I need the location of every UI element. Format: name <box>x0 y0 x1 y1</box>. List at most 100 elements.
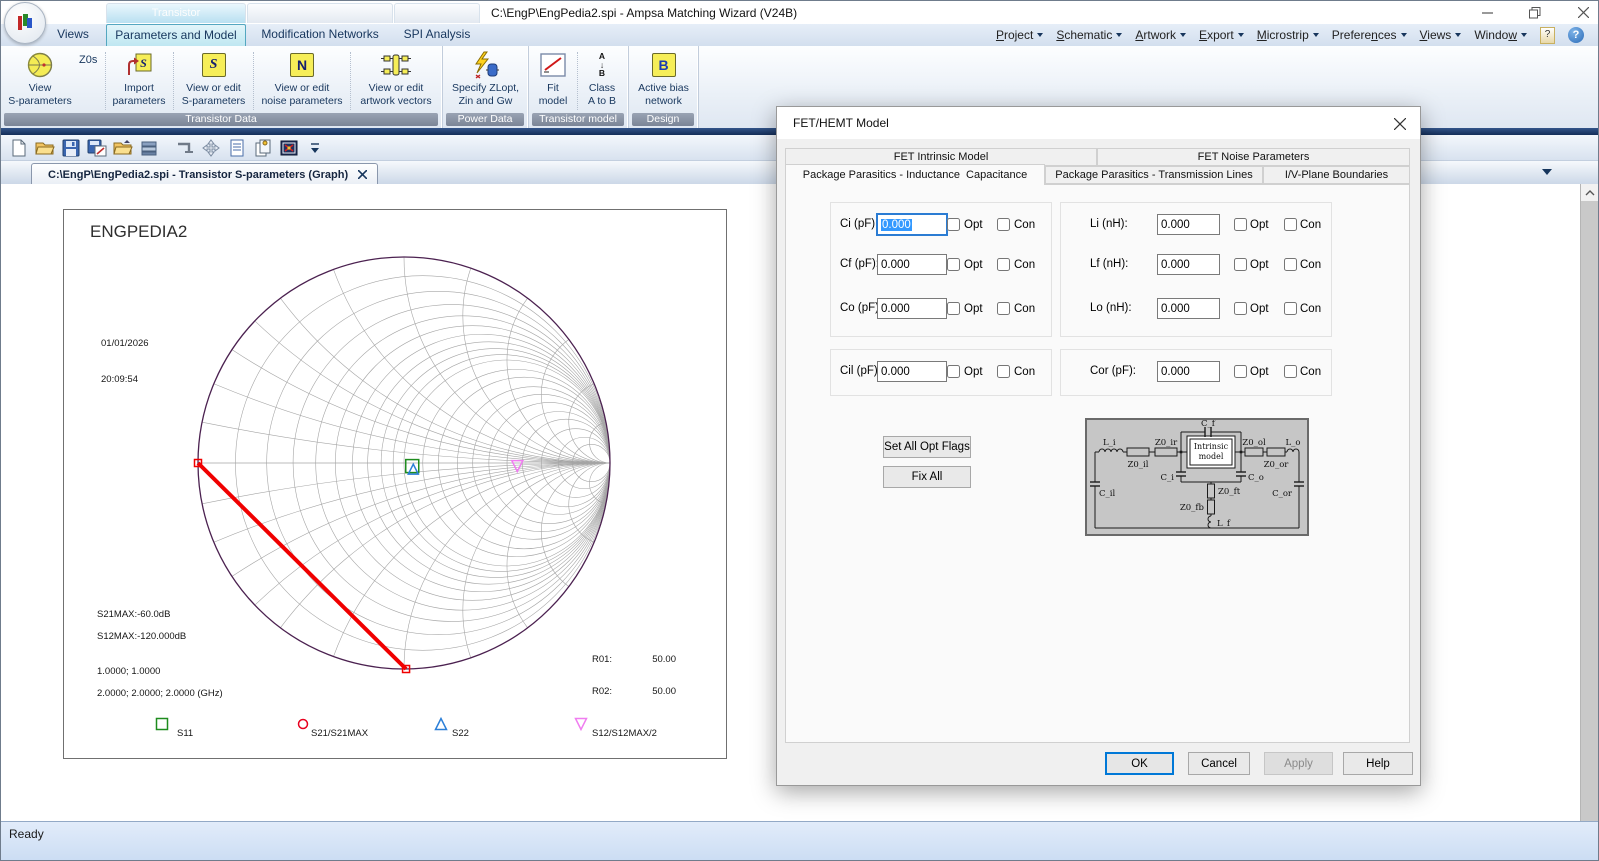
copy-schematic-icon[interactable] <box>253 138 273 158</box>
active-bias-network-button[interactable]: B Active bias network <box>631 49 696 111</box>
menu-artwork[interactable]: Artwork <box>1135 28 1186 42</box>
lf-input[interactable] <box>1157 254 1220 275</box>
smith-chart-frame: ENGPEDIA2 01/01/2026 20:09:54 S21MAX:-60… <box>63 209 727 759</box>
cor-con-checkbox[interactable] <box>1284 365 1297 378</box>
chevron-down-icon <box>1116 33 1122 37</box>
dialog-close-button[interactable] <box>1392 116 1408 132</box>
lo-opt-checkbox[interactable] <box>1234 302 1247 315</box>
menu-export[interactable]: Export <box>1199 28 1244 42</box>
view-edit-s-parameters-button[interactable]: S View or edit S-parameters <box>175 49 252 111</box>
toolbar-overflow-button[interactable] <box>305 138 325 158</box>
tab-fet-noise-parameters[interactable]: FET Noise Parameters <box>1097 148 1410 166</box>
lo-input[interactable] <box>1157 298 1220 319</box>
tab-modification-networks[interactable]: Modification Networks <box>247 24 393 46</box>
fix-all-button[interactable]: Fix All <box>883 466 971 488</box>
export-image-icon[interactable] <box>279 138 299 158</box>
import-folder-icon[interactable] <box>113 138 133 158</box>
menu-views[interactable]: Views <box>1420 28 1462 42</box>
circuit-label-z0ir: Z0_ir <box>1155 438 1178 448</box>
con-label: Con <box>1300 219 1321 231</box>
cf-input[interactable] <box>877 254 947 275</box>
document-tab[interactable]: C:\EngP\EngPedia2.spi - Transistor S-par… <box>31 163 378 185</box>
r01-label: R01: <box>592 654 612 665</box>
help-question-icon[interactable]: ? <box>1540 27 1555 44</box>
new-file-icon[interactable] <box>9 138 29 158</box>
lf-con-checkbox[interactable] <box>1284 258 1297 271</box>
tab-package-parasitics-lc[interactable]: Package Parasitics - Inductance Capacita… <box>785 164 1045 185</box>
help-button[interactable]: Help <box>1343 752 1413 775</box>
circuit-label-intrinsic-2: model <box>1199 452 1224 461</box>
anchor-tool-icon[interactable] <box>201 138 221 158</box>
tab-views[interactable]: Views <box>41 24 105 46</box>
svg-text:S: S <box>140 56 147 70</box>
context-group-extension <box>394 3 480 23</box>
menu-microstrip[interactable]: Microstrip <box>1257 28 1319 42</box>
view-edit-artwork-vectors-button[interactable]: View or edit artwork vectors <box>352 49 440 111</box>
co-label: Co (pF): <box>840 302 882 314</box>
opt-label: Opt <box>964 303 983 315</box>
li-con-checkbox[interactable] <box>1284 218 1297 231</box>
minimize-button[interactable] <box>1476 4 1498 22</box>
save-as-icon[interactable] <box>87 138 107 158</box>
z0s-label[interactable]: Z0s <box>79 54 97 66</box>
legend-marker-s12 <box>573 716 589 732</box>
open-file-icon[interactable] <box>35 138 55 158</box>
tab-iv-plane-boundaries[interactable]: I/V-Plane Boundaries <box>1263 166 1410 184</box>
s21max-annotation: S21MAX:-60.0dB <box>97 609 170 620</box>
tab-list-dropdown-icon[interactable] <box>1542 169 1552 175</box>
cor-input[interactable] <box>1157 361 1220 382</box>
probe-tool-icon[interactable] <box>175 138 195 158</box>
cor-opt-checkbox[interactable] <box>1234 365 1247 378</box>
tab-parameters-and-model[interactable]: Parameters and Model <box>106 24 246 46</box>
circuit-label-z0fb: Z0_fb <box>1180 503 1205 513</box>
group-caption-design: Design <box>632 113 694 126</box>
scroll-up-button[interactable] <box>1581 184 1598 201</box>
circuit-label-z0or: Z0_or <box>1264 460 1290 470</box>
view-s-parameters-button[interactable]: View S-parameters <box>3 49 77 111</box>
fit-graph-icon <box>540 49 566 81</box>
application-button[interactable] <box>4 2 46 44</box>
lo-con-checkbox[interactable] <box>1284 302 1297 315</box>
co-con-checkbox[interactable] <box>997 302 1010 315</box>
ok-button[interactable]: OK <box>1105 752 1174 775</box>
li-opt-checkbox[interactable] <box>1234 218 1247 231</box>
cancel-button[interactable]: Cancel <box>1188 752 1250 775</box>
ci-input[interactable]: 0.000 <box>877 214 947 235</box>
circuit-label-cor: C_or <box>1272 489 1293 499</box>
menu-preferences[interactable]: Preferences <box>1332 28 1407 42</box>
circuit-label-cil: C_il <box>1099 489 1115 499</box>
li-input[interactable] <box>1157 214 1220 235</box>
import-parameters-button[interactable]: S Import parameters <box>107 49 171 111</box>
menu-schematic[interactable]: Schematic <box>1056 28 1122 42</box>
save-icon[interactable] <box>61 138 81 158</box>
fit-model-button[interactable]: Fit model <box>531 49 575 111</box>
apply-button[interactable]: Apply <box>1264 752 1333 775</box>
cil-input[interactable] <box>877 361 947 382</box>
menu-window[interactable]: Window <box>1474 28 1527 42</box>
lf-opt-checkbox[interactable] <box>1234 258 1247 271</box>
vertical-scrollbar[interactable] <box>1580 184 1598 821</box>
set-all-opt-flags-button[interactable]: Set All Opt Flags <box>883 436 971 458</box>
ci-con-checkbox[interactable] <box>997 218 1010 231</box>
menu-project[interactable]: Project <box>996 28 1043 42</box>
cil-con-checkbox[interactable] <box>997 365 1010 378</box>
document-list-icon[interactable] <box>227 138 247 158</box>
cil-opt-checkbox[interactable] <box>947 365 960 378</box>
close-window-button[interactable] <box>1572 4 1594 22</box>
ci-opt-checkbox[interactable] <box>947 218 960 231</box>
tab-package-parasitics-tl[interactable]: Package Parasitics - Transmission Lines <box>1045 166 1263 184</box>
co-input[interactable] <box>877 298 947 319</box>
chevron-down-icon <box>1313 33 1319 37</box>
co-opt-checkbox[interactable] <box>947 302 960 315</box>
lightning-icon <box>471 49 501 81</box>
help-circle-icon[interactable]: ? <box>1568 27 1584 43</box>
specify-zlopt-button[interactable]: Specify ZLopt, Zin and Gw <box>445 49 526 111</box>
tab-spi-analysis[interactable]: SPI Analysis <box>394 24 480 46</box>
view-edit-noise-parameters-button[interactable]: N View or edit noise parameters <box>255 49 349 111</box>
layer-stack-icon[interactable] <box>139 138 159 158</box>
class-a-to-b-button[interactable]: A ↓ B Class A to B <box>579 49 625 111</box>
restore-button[interactable] <box>1524 4 1546 22</box>
close-tab-icon[interactable] <box>358 170 367 179</box>
cf-con-checkbox[interactable] <box>997 258 1010 271</box>
cf-opt-checkbox[interactable] <box>947 258 960 271</box>
